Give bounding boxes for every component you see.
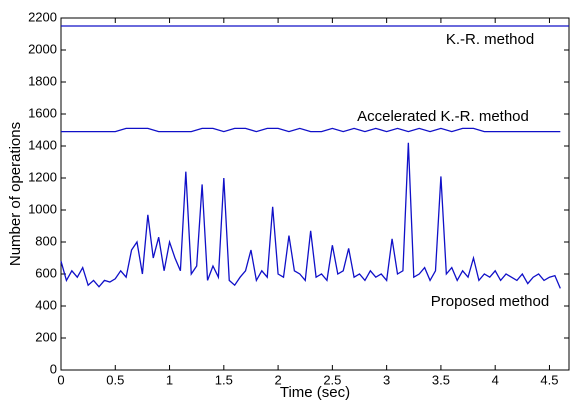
x-tick-label: 0.5 bbox=[106, 372, 124, 387]
y-tick-label: 200 bbox=[35, 329, 57, 344]
y-tick-label: 1400 bbox=[28, 137, 57, 152]
y-tick-label: 0 bbox=[50, 361, 57, 376]
x-tick-label: 4.5 bbox=[540, 372, 558, 387]
x-tick-label: 2 bbox=[274, 372, 281, 387]
x-tick-label: 4 bbox=[492, 372, 499, 387]
annotation: K.-R. method bbox=[446, 31, 534, 48]
annotation: Proposed method bbox=[431, 293, 549, 310]
y-tick-label: 1000 bbox=[28, 201, 57, 216]
y-tick-label: 2000 bbox=[28, 41, 57, 56]
plot-frame bbox=[60, 17, 570, 371]
x-tick-label: 1.5 bbox=[215, 372, 233, 387]
x-axis-label: Time (sec) bbox=[280, 384, 350, 401]
annotation: Accelerated K.-R. method bbox=[357, 108, 529, 125]
y-tick-label: 600 bbox=[35, 265, 57, 280]
x-tick-label: 3.5 bbox=[432, 372, 450, 387]
series-line bbox=[60, 142, 561, 289]
y-tick-label: 800 bbox=[35, 233, 57, 248]
y-axis-label: Number of operations bbox=[7, 122, 24, 266]
y-tick-label: 1200 bbox=[28, 169, 57, 184]
y-tick-label: 400 bbox=[35, 297, 57, 312]
x-tick-label: 3 bbox=[383, 372, 390, 387]
x-tick-label: 2.5 bbox=[323, 372, 341, 387]
x-tick-label: 0 bbox=[57, 372, 64, 387]
y-tick-label: 1600 bbox=[28, 105, 57, 120]
series-line bbox=[61, 127, 561, 133]
x-tick-label: 1 bbox=[166, 372, 173, 387]
y-tick-label: 2200 bbox=[28, 9, 57, 24]
y-tick-label: 1800 bbox=[28, 73, 57, 88]
